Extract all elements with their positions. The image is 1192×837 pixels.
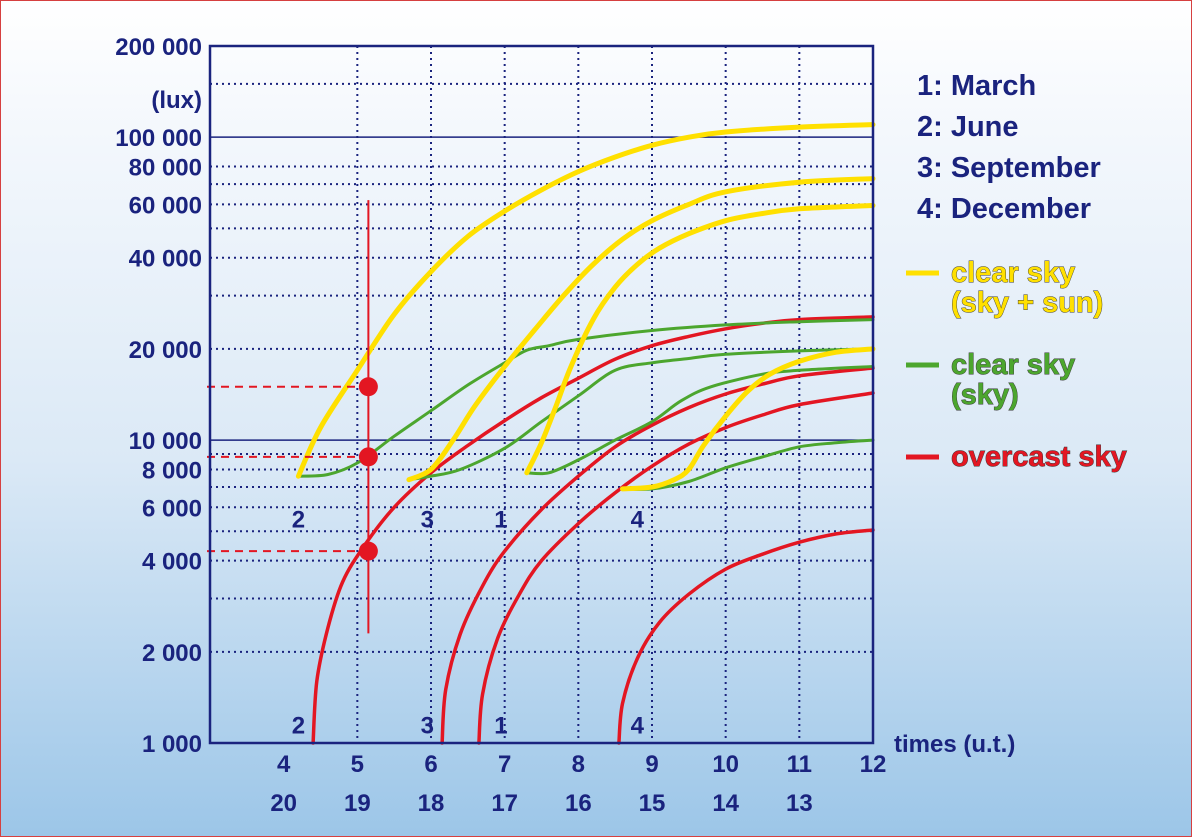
y-tick-label: 1 000	[142, 731, 202, 758]
annotation-point	[358, 541, 378, 561]
curve-clear-sky-sky-sun-september	[406, 176, 876, 483]
x-tick-label-top: 10	[712, 751, 739, 778]
x-tick-label-top: 8	[572, 751, 585, 778]
curve-number-labels: 2 3 1 4 2 3 1 4	[292, 507, 645, 740]
curve-clear-sky-sky-december	[621, 438, 875, 491]
x-tick-label-top: 11	[787, 751, 812, 778]
curve-overcast-sky-september	[440, 366, 875, 745]
legend-month-entry: 2: June	[917, 111, 1019, 143]
curve-clear-sky-sky-sun-december	[620, 346, 876, 492]
curve-number-label: 1	[494, 507, 507, 534]
plot-border	[208, 44, 875, 745]
y-tick-label: 8 000	[142, 457, 202, 484]
curve-number-label: 2	[292, 507, 305, 534]
x-tick-label-bottom: 14	[712, 790, 739, 817]
legend: 1: March 2: June 3: September 4: December cl…	[906, 70, 1127, 473]
y-tick-label: 80 000	[129, 155, 202, 182]
grid-lines	[210, 46, 873, 743]
curve-clear-sky-sky-march	[525, 365, 875, 476]
x-tick-label-bottom: 13	[786, 790, 813, 817]
legend-month-entry: 1: March	[917, 70, 1036, 102]
legend-month-entry: 4: December	[917, 193, 1091, 225]
legend-key-label: clear sky	[951, 349, 1075, 381]
annotation-markers	[207, 200, 378, 634]
x-tick-label-top: 5	[351, 751, 364, 778]
curve-overcast-sky-march	[477, 391, 875, 745]
curve-overcast-sky-june	[311, 315, 875, 745]
x-tick-label-bottom: 18	[418, 790, 445, 817]
x-tick-label-bottom: 17	[491, 790, 518, 817]
y-tick-label: 200 000	[115, 34, 202, 61]
legend-key-label: (sky + sun)	[951, 287, 1103, 319]
x-tick-label-top: 4	[277, 751, 291, 778]
curve-clear-sky-sky-sun-march	[524, 203, 876, 476]
y-tick-label: 20 000	[129, 337, 202, 364]
legend-month-entry: 3: September	[917, 152, 1101, 184]
annotation-point	[358, 377, 378, 397]
x-axis-title: times (u.t.)	[894, 731, 1015, 758]
x-tick-label-bottom: 15	[639, 790, 666, 817]
annotation-point	[358, 447, 378, 467]
y-tick-label: 60 000	[129, 192, 202, 219]
x-tick-label-top: 12	[860, 751, 887, 778]
y-axis-unit-label: (lux)	[151, 87, 202, 114]
legend-key-label: clear sky	[951, 257, 1075, 289]
y-axis-tick-labels: 200 000 100 000 80 000 60 000 40 000 20 000 10…	[115, 34, 202, 758]
curve-number-label: 3	[421, 713, 434, 740]
y-tick-label: 10 000	[129, 428, 202, 455]
x-tick-label-bottom: 16	[565, 790, 592, 817]
curve-number-label: 4	[631, 507, 645, 534]
y-tick-label: 2 000	[142, 640, 202, 667]
y-tick-label: 40 000	[129, 246, 202, 273]
legend-key-label: (sky)	[951, 379, 1019, 411]
y-tick-label: 4 000	[142, 549, 202, 576]
curves	[295, 122, 876, 745]
x-tick-label-top: 9	[645, 751, 658, 778]
curve-clear-sky-sky-september	[407, 347, 875, 482]
x-tick-label-bottom: 19	[344, 790, 371, 817]
curve-clear-sky-sky-sun-june	[295, 122, 876, 479]
curve-number-label: 3	[421, 507, 434, 534]
curve-overcast-sky-december	[617, 528, 875, 745]
x-tick-label-top: 6	[424, 751, 437, 778]
y-tick-label: 100 000	[115, 125, 202, 152]
x-axis-tick-labels: 4 20 5 19 6 18 7 17 8 16 9 15 10 14 11 13 12	[270, 751, 886, 817]
y-tick-label: 6 000	[142, 495, 202, 522]
curve-number-label: 2	[292, 713, 305, 740]
curve-number-label: 4	[631, 713, 645, 740]
curve-number-label: 1	[494, 713, 507, 740]
x-tick-label-top: 7	[498, 751, 511, 778]
curve-clear-sky-sky-june	[296, 318, 875, 478]
legend-key-label: overcast sky	[951, 441, 1127, 473]
x-tick-label-bottom: 20	[270, 790, 297, 817]
